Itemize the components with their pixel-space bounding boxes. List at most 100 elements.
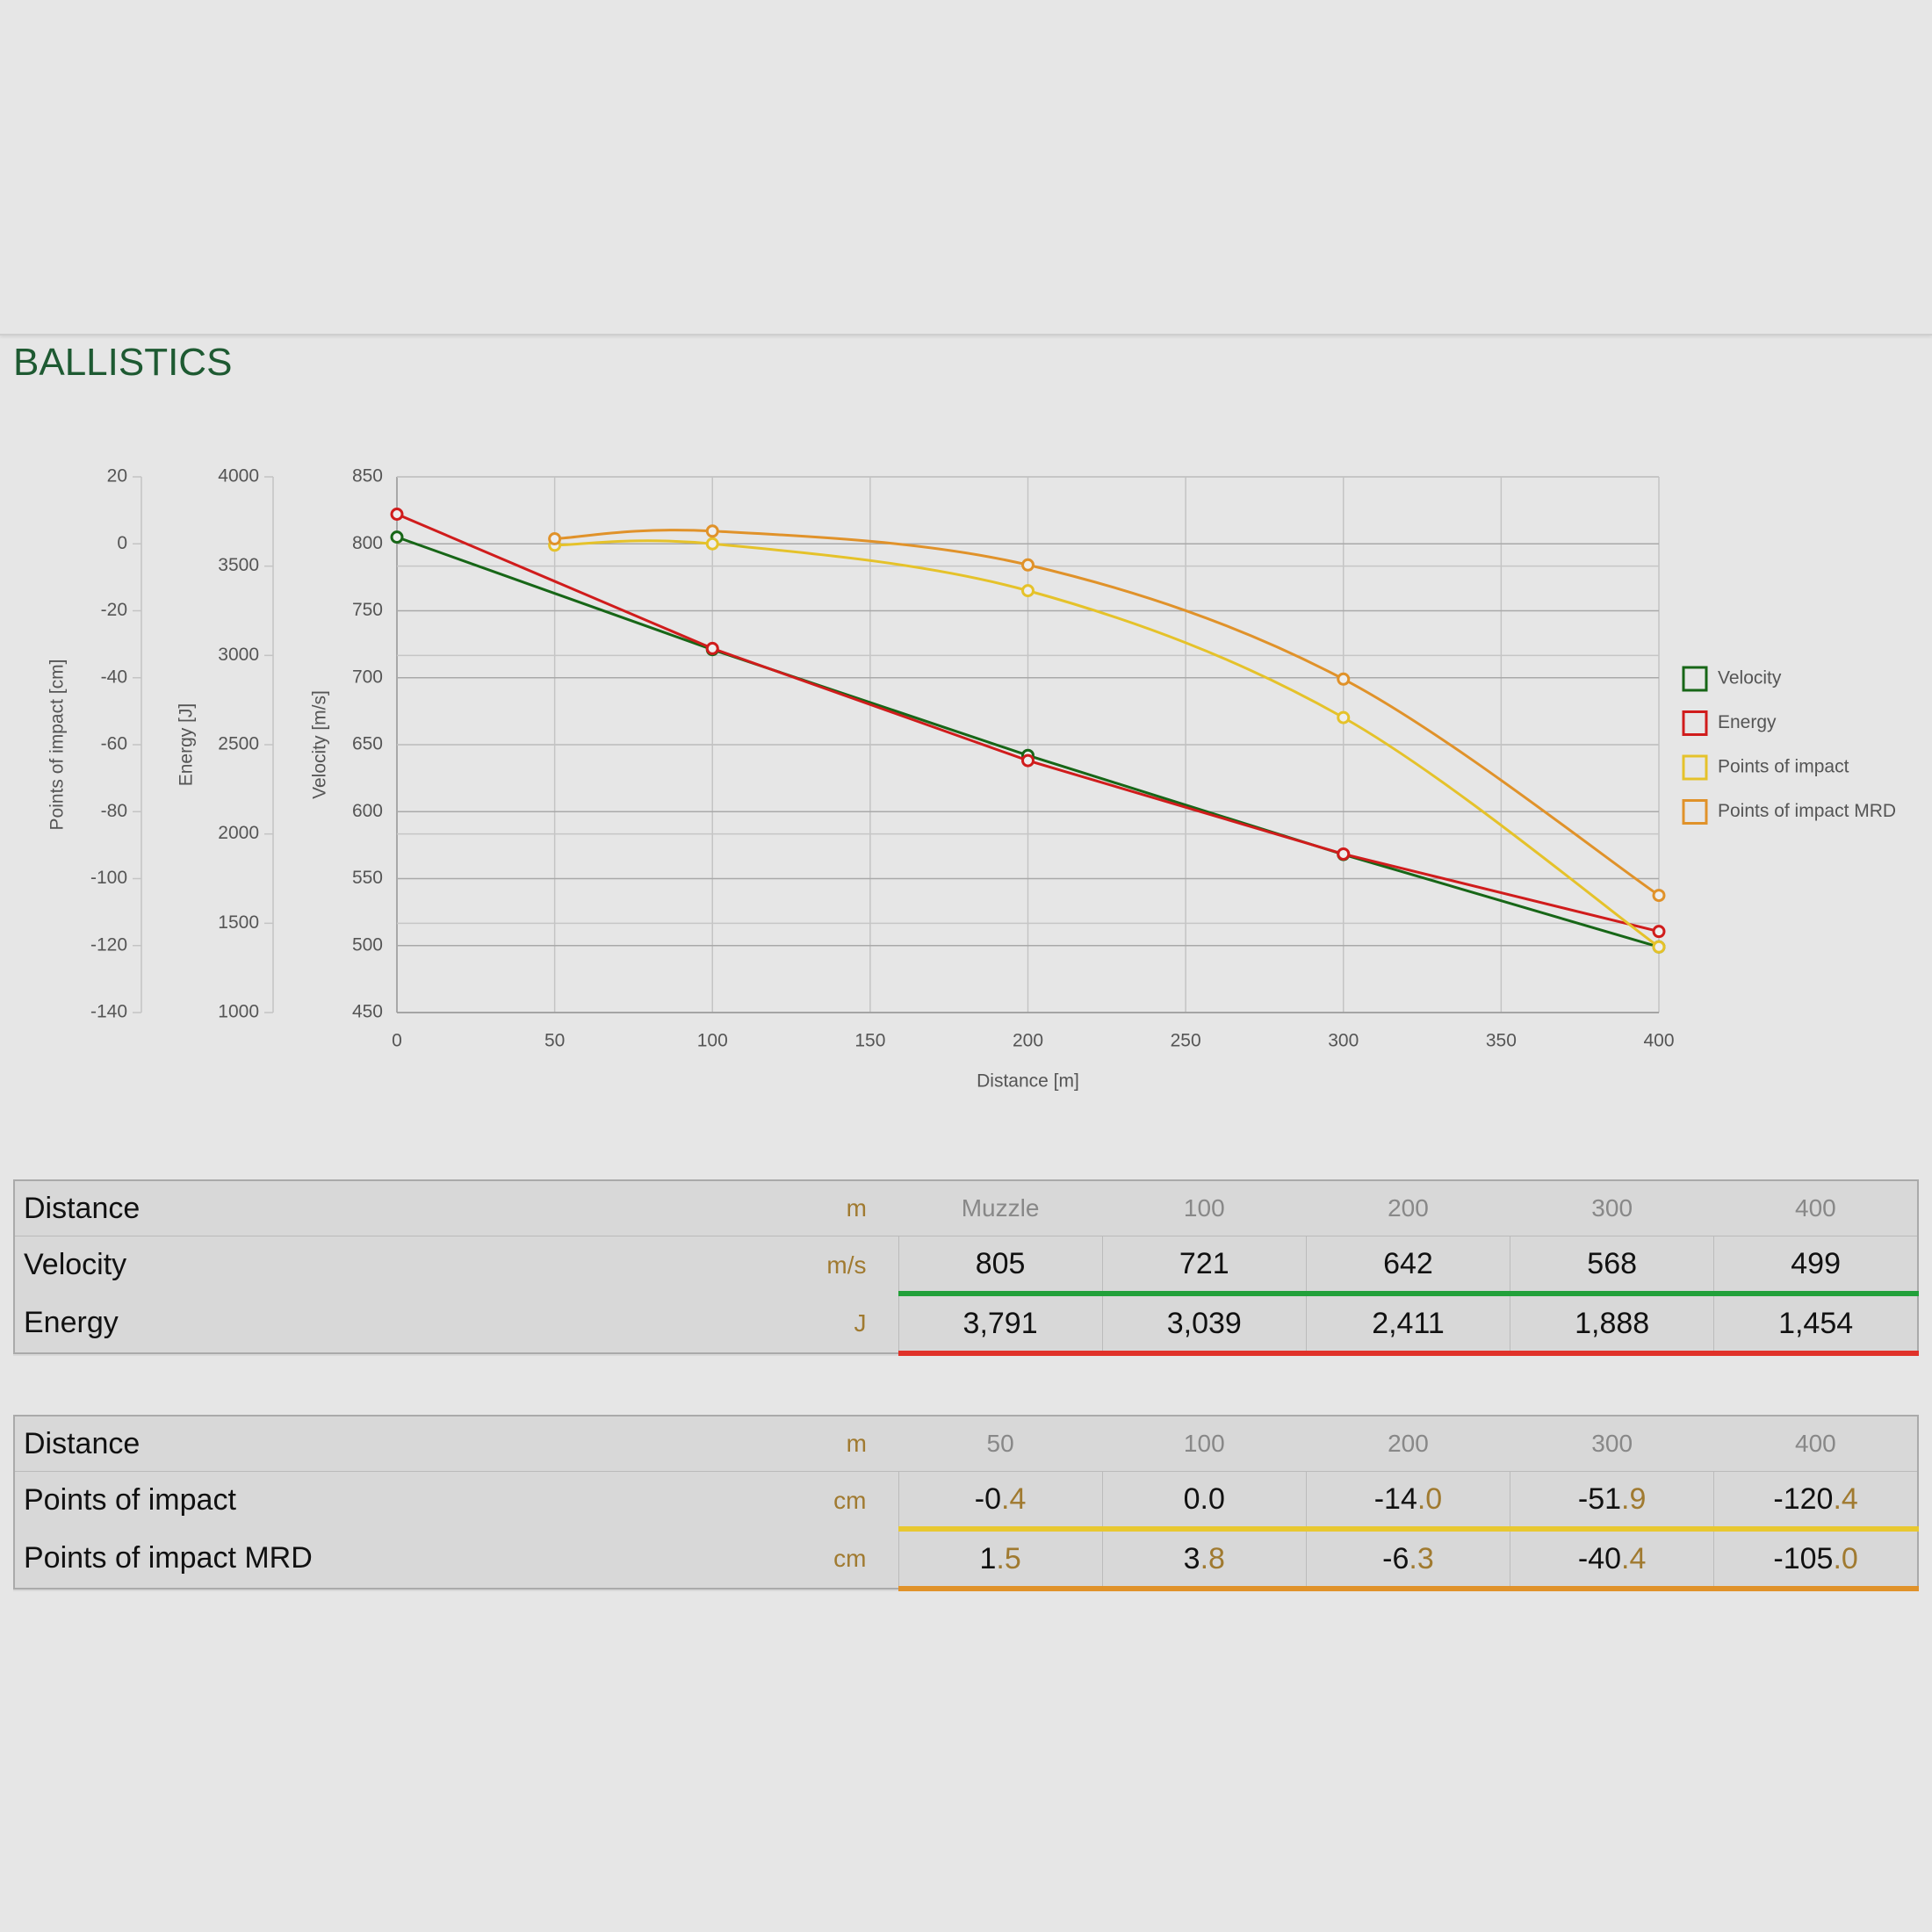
cell-value: -40.4: [1510, 1528, 1714, 1591]
cell-value: -51.9: [1510, 1471, 1714, 1532]
y-tick-label: 20: [107, 466, 127, 487]
legend-label: Energy: [1718, 712, 1777, 732]
x-tick-label: 350: [1486, 1031, 1517, 1051]
legend-swatch: [1682, 799, 1708, 825]
y-tick-label: 450: [352, 1002, 383, 1022]
data-point: [705, 641, 719, 655]
data-point: [1337, 710, 1351, 724]
row-label: Distance: [14, 1416, 744, 1472]
unit: m: [744, 1416, 898, 1472]
unit: cm: [833, 1544, 867, 1572]
y-tick-label: 700: [352, 667, 383, 687]
cell-value: -0.4: [898, 1471, 1103, 1532]
row-label: Distance: [14, 1180, 744, 1236]
table-row: Points of impact cm -0.4 0.0 -14.0 -51.9 -120.…: [14, 1471, 1918, 1532]
x-tick-label: 100: [697, 1031, 728, 1051]
y-axis-title: Points of impact [cm]: [47, 660, 68, 831]
data-point: [1652, 889, 1666, 903]
data-point: [705, 537, 719, 551]
cell-value: Muzzle: [898, 1180, 1103, 1236]
y-tick-label: 1500: [218, 912, 259, 933]
legend-swatch: [1682, 666, 1708, 692]
y-tick-label: 3500: [218, 555, 259, 575]
cell-value: 805: [898, 1236, 1103, 1296]
legend-label: Velocity: [1718, 668, 1782, 688]
y-tick-label: 3000: [218, 645, 259, 665]
x-tick-label: 250: [1171, 1031, 1201, 1051]
x-tick-label: 50: [544, 1031, 565, 1051]
impact-table: Distance m 50 100 200 300 400 Points of impact c…: [13, 1415, 1919, 1591]
y-tick-label: 850: [352, 466, 383, 487]
table-row: Points of impact MRD cm 1.5 3.8 -6.3 -40.4 -10…: [14, 1528, 1918, 1591]
cell-value: -105.0: [1713, 1528, 1918, 1591]
x-tick-label: 400: [1643, 1031, 1674, 1051]
cell-value: 200: [1306, 1180, 1510, 1236]
data-point: [1021, 753, 1034, 768]
y-tick-label: 4000: [218, 466, 259, 487]
y-tick-label: 550: [352, 868, 383, 888]
table-row: Energy J 3,791 3,039 2,411 1,888 1,454: [14, 1293, 1918, 1356]
y-tick-label: 1000: [218, 1002, 259, 1022]
data-point: [1021, 584, 1034, 598]
cell-value: 3,791: [898, 1293, 1103, 1356]
cell-value: 400: [1713, 1180, 1918, 1236]
row-label: Points of impact: [24, 1483, 236, 1517]
unit: cm: [833, 1486, 867, 1514]
unit: m: [744, 1180, 898, 1236]
data-point: [390, 507, 404, 521]
x-tick-label: 300: [1328, 1031, 1359, 1051]
y-tick-label: 800: [352, 533, 383, 553]
y-tick-label: -40: [101, 667, 127, 687]
data-point: [1337, 672, 1351, 686]
cell-value: 568: [1510, 1236, 1714, 1296]
y-tick-label: -20: [101, 600, 127, 620]
y-tick-label: -100: [90, 868, 127, 888]
cell-value: 1,888: [1510, 1293, 1714, 1356]
table-row: Distance m Muzzle 100 200 300 400: [14, 1180, 1918, 1236]
data-point: [705, 524, 719, 538]
y-tick-label: 0: [117, 533, 127, 553]
y-tick-label: -140: [90, 1002, 127, 1022]
cell-value: 499: [1713, 1236, 1918, 1296]
section-title: BALLISTICS: [13, 341, 233, 384]
cell-value: 200: [1306, 1416, 1510, 1472]
y-axis-title: Energy [J]: [177, 703, 197, 787]
data-point: [1021, 558, 1034, 572]
x-tick-label: 0: [392, 1031, 402, 1051]
data-point: [1652, 940, 1666, 954]
cell-value: 300: [1510, 1180, 1714, 1236]
cell-value: 1.5: [898, 1528, 1103, 1591]
cell-value: 50: [898, 1416, 1103, 1472]
y-tick-label: 500: [352, 934, 383, 955]
legend-label: Points of impact MRD: [1718, 801, 1896, 821]
legend-label: Points of impact: [1718, 757, 1849, 777]
cell-value: 3,039: [1101, 1293, 1307, 1356]
y-tick-label: 2500: [218, 734, 259, 754]
ballistics-table: Distance m Muzzle 100 200 300 400 Velocity m/s 80…: [13, 1179, 1919, 1356]
y-axis-title: Velocity [m/s]: [310, 690, 330, 799]
y-tick-label: 600: [352, 801, 383, 821]
cell-value: 100: [1102, 1416, 1307, 1472]
cell-value: 3.8: [1101, 1528, 1307, 1591]
cell-value: 642: [1305, 1236, 1510, 1296]
x-tick-label: 200: [1013, 1031, 1043, 1051]
top-bar: [0, 0, 1932, 335]
data-point: [1652, 925, 1666, 939]
table-row: Distance m 50 100 200 300 400: [14, 1416, 1918, 1472]
cell-value: -14.0: [1305, 1471, 1510, 1532]
cell-value: 721: [1101, 1236, 1307, 1296]
y-tick-label: 2000: [218, 823, 259, 843]
unit: J: [854, 1308, 867, 1337]
legend-swatch: [1682, 710, 1708, 736]
y-tick-label: 650: [352, 734, 383, 754]
cell-value: 1,454: [1713, 1293, 1918, 1356]
data-point: [390, 530, 404, 544]
cell-value: 100: [1102, 1180, 1307, 1236]
y-tick-label: -60: [101, 734, 127, 754]
cell-value: -6.3: [1305, 1528, 1510, 1591]
unit: m/s: [826, 1251, 867, 1279]
y-tick-label: -80: [101, 801, 127, 821]
series-line: [554, 529, 1660, 897]
